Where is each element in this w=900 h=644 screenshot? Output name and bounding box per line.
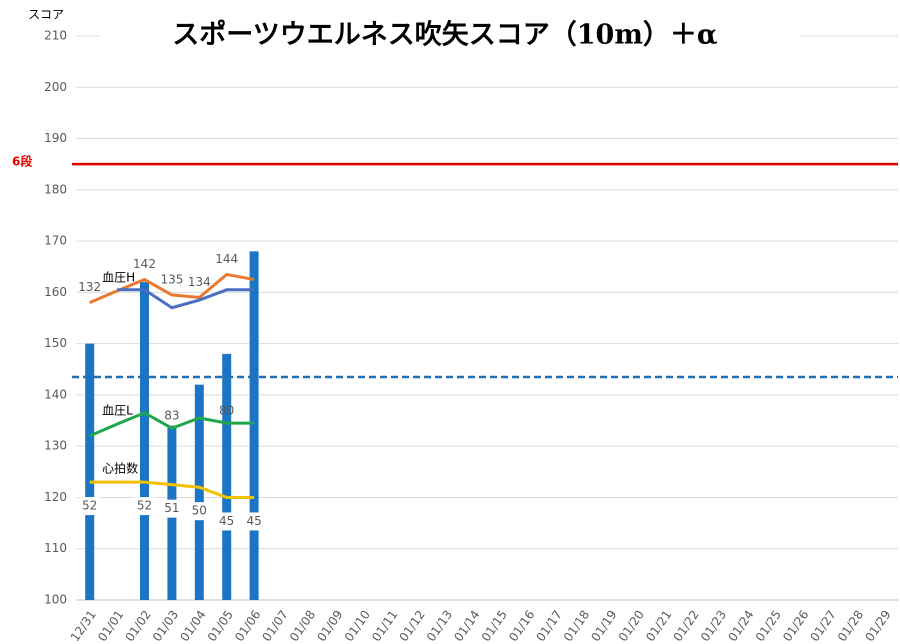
series-name: 血圧L [102, 404, 133, 418]
y-tick-label: 110 [44, 541, 67, 555]
x-tick-label: 01/17 [534, 608, 565, 644]
x-tick-label: 01/27 [808, 608, 839, 644]
y-tick-label: 130 [44, 439, 67, 453]
x-tick-label: 01/21 [643, 608, 674, 644]
x-tick-label: 01/09 [314, 608, 345, 644]
label-backdrop [189, 502, 210, 521]
label-backdrop [134, 497, 155, 516]
x-tick-label: 01/03 [150, 608, 181, 644]
x-tick-label: 01/26 [780, 608, 811, 644]
data-label: 50 [192, 504, 207, 518]
y-tick-label: 170 [44, 234, 67, 248]
title-backdrop [100, 14, 800, 56]
data-label: 80 [219, 404, 234, 418]
label-backdrop [161, 499, 182, 518]
series-line [89, 411, 255, 438]
x-tick-label: 01/02 [123, 608, 154, 644]
data-label: 132 [78, 280, 101, 294]
reference-label: 6段 [12, 154, 33, 169]
series-line [117, 288, 255, 310]
bar [249, 251, 259, 600]
bar [222, 353, 232, 600]
y-tick-label: 190 [44, 131, 67, 145]
bar [85, 343, 95, 600]
x-tick-label: 01/16 [506, 608, 537, 644]
data-label: 51 [164, 501, 179, 515]
x-tick-label: 01/05 [205, 608, 236, 644]
data-label: 45 [246, 514, 261, 528]
x-tick-label: 01/10 [342, 608, 373, 644]
x-tick-label: 12/31 [68, 608, 99, 644]
series-line [89, 480, 255, 499]
x-tick-label: 01/23 [698, 608, 729, 644]
bar [194, 384, 204, 600]
series-name: 心拍数 [102, 461, 138, 476]
x-tick-label: 01/20 [616, 608, 647, 644]
x-tick-label: 01/01 [95, 608, 126, 644]
x-tick-label: 01/11 [369, 608, 400, 644]
label-backdrop [244, 512, 265, 531]
y-axis-label: スコア [28, 8, 64, 22]
data-label: 135 [160, 272, 183, 286]
label-backdrop [79, 497, 100, 516]
y-tick-label: 120 [44, 490, 67, 504]
x-tick-label: 01/28 [835, 608, 866, 644]
x-tick-label: 01/04 [177, 608, 208, 644]
y-tick-label: 140 [44, 387, 67, 401]
x-tick-label: 01/06 [232, 608, 263, 644]
x-tick-label: 01/19 [588, 608, 619, 644]
data-label: 144 [215, 252, 238, 266]
x-tick-label: 01/15 [479, 608, 510, 644]
x-tick-label: 01/22 [671, 608, 702, 644]
y-tick-label: 100 [44, 593, 67, 607]
bar [140, 282, 149, 600]
x-tick-label: 01/08 [287, 608, 318, 644]
data-label: 45 [219, 514, 234, 528]
y-tick-label: 150 [44, 336, 67, 350]
x-tick-label: 01/13 [424, 608, 455, 644]
data-label: 52 [137, 499, 152, 513]
data-label: 142 [133, 257, 156, 271]
data-label: 52 [82, 499, 97, 513]
y-tick-label: 200 [44, 80, 67, 94]
x-tick-label: 01/29 [862, 608, 893, 644]
series-name: 血圧H [102, 270, 135, 284]
label-backdrop [216, 512, 237, 531]
x-tick-label: 01/14 [451, 608, 482, 644]
y-tick-label: 210 [44, 29, 67, 43]
y-tick-label: 180 [44, 182, 67, 196]
y-tick-label: 160 [44, 285, 67, 299]
data-label: 83 [164, 409, 179, 423]
x-tick-label: 01/12 [397, 608, 428, 644]
x-tick-label: 01/07 [260, 608, 291, 644]
data-label: 134 [188, 275, 211, 289]
chart-title: スポーツウエルネス吹矢スコア（10m）＋α [172, 19, 718, 51]
x-tick-label: 01/18 [561, 608, 592, 644]
x-tick-label: 01/25 [753, 608, 784, 644]
x-tick-label: 01/24 [725, 608, 756, 644]
